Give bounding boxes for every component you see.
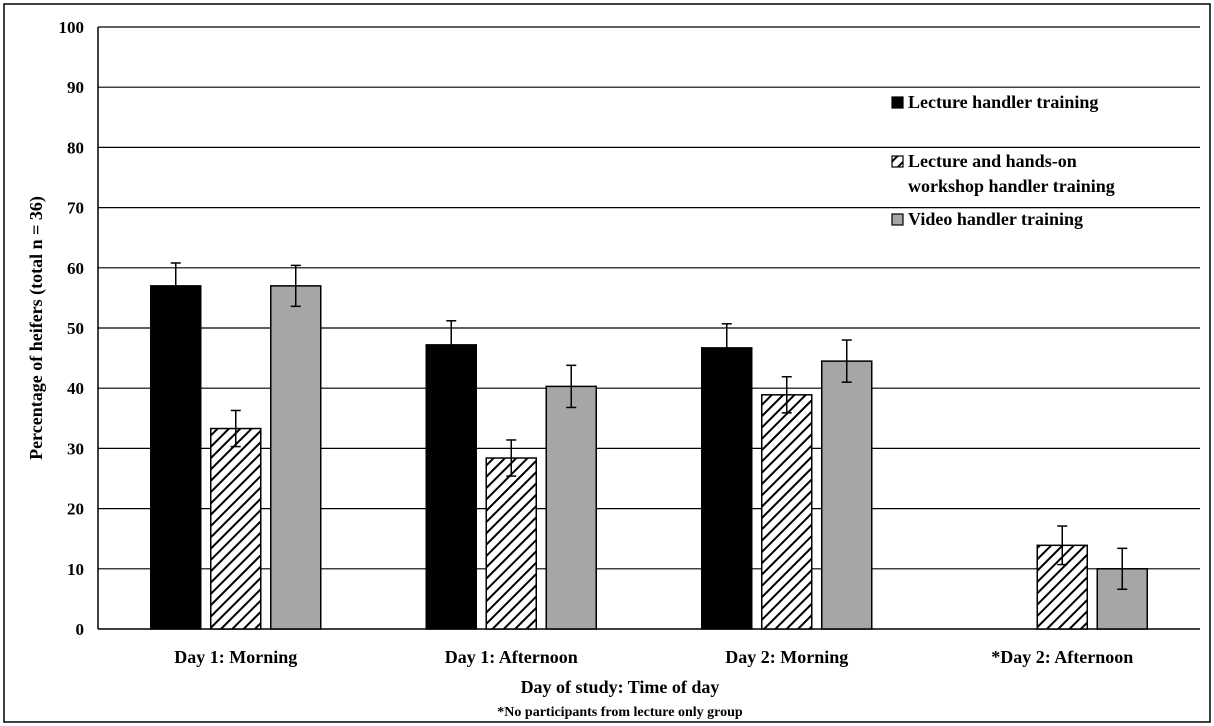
y-tick-label: 40 <box>67 379 84 398</box>
y-tick-labels: 0 10 20 30 40 50 60 70 80 90 100 <box>59 18 85 639</box>
x-tick-label: Day 1: Morning <box>174 647 297 667</box>
legend-label: workshop handler training <box>908 176 1115 196</box>
y-tick-label: 70 <box>67 199 84 218</box>
legend-label: Lecture handler training <box>908 92 1098 112</box>
y-tick-label: 30 <box>67 439 84 458</box>
bar <box>150 285 202 630</box>
legend-swatch <box>891 155 904 168</box>
y-tick-label: 50 <box>67 319 84 338</box>
x-tick-label: Day 2: Morning <box>725 647 848 667</box>
legend-swatch <box>891 96 904 109</box>
y-tick-label: 0 <box>76 620 85 639</box>
footnote: *No participants from lecture only group <box>497 705 743 720</box>
bar <box>701 347 753 630</box>
y-tick-label: 80 <box>67 138 84 157</box>
bar <box>425 344 477 630</box>
legend-label: Lecture and hands-on <box>908 151 1077 171</box>
chart-frame <box>3 3 1211 723</box>
error-bars <box>170 262 1128 591</box>
bar <box>210 427 262 630</box>
y-tick-label: 60 <box>67 259 84 278</box>
gridlines <box>97 26 1200 630</box>
y-tick-label: 20 <box>67 500 84 519</box>
x-tick-label: *Day 2: Afternoon <box>991 647 1133 667</box>
x-tick-labels: Day 1: Morning Day 1: Afternoon Day 2: Mor… <box>174 647 1133 667</box>
y-axis-title: Percentage of heifers (total n = 36) <box>26 196 47 460</box>
bar <box>821 360 873 630</box>
x-axis-title: Day of study: Time of day <box>521 677 720 697</box>
y-tick-label: 100 <box>59 18 85 37</box>
bars <box>150 285 1148 630</box>
legend-swatch <box>891 213 904 226</box>
y-tick-label: 10 <box>67 560 84 579</box>
bar <box>761 394 813 630</box>
bar <box>485 457 537 630</box>
bar <box>270 285 322 630</box>
legend: Lecture handler training Lecture and hand… <box>891 92 1115 229</box>
bar <box>545 385 597 630</box>
legend-label: Video handler training <box>908 209 1083 229</box>
x-tick-label: Day 1: Afternoon <box>445 647 578 667</box>
y-tick-label: 90 <box>67 78 84 97</box>
